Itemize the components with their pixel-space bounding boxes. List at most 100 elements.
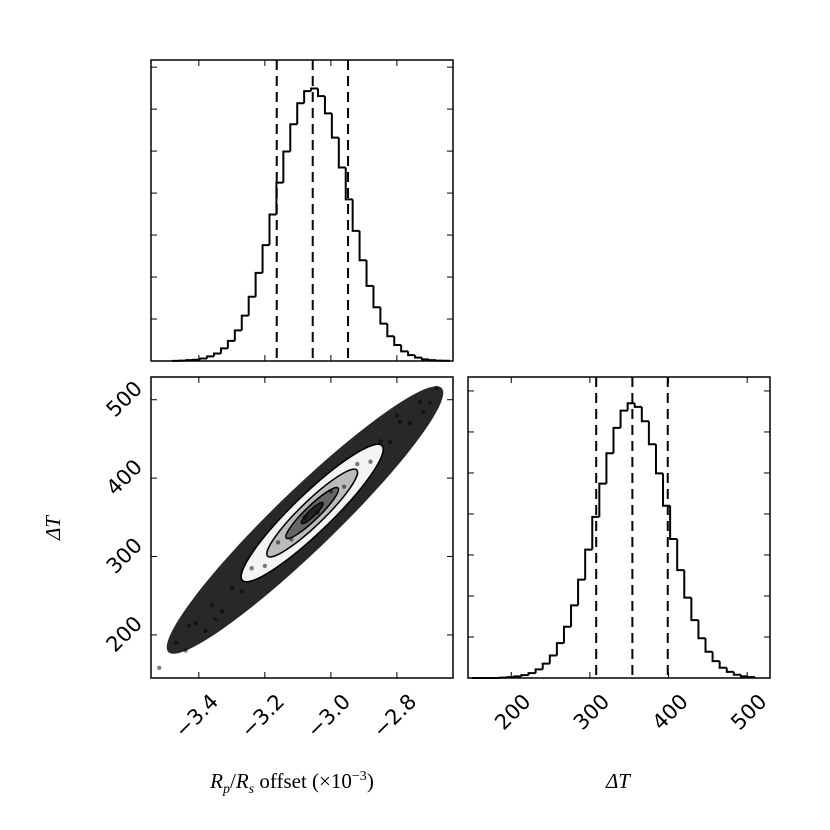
- histogram-step: [704, 638, 713, 653]
- histogram-step: [240, 314, 249, 331]
- y-tick-label: 200: [102, 612, 147, 657]
- histogram-step: [199, 357, 208, 360]
- y-tick-label: 500: [102, 376, 147, 421]
- scatter-point: [388, 439, 393, 445]
- scatter-point: [341, 484, 347, 489]
- scatter-point: [378, 439, 383, 444]
- scatter-point: [209, 602, 215, 608]
- x-tick-label: −3.0: [302, 689, 355, 742]
- y-axis-label: ΔT: [41, 515, 65, 541]
- histogram-step: [605, 452, 614, 484]
- histogram-step: [669, 505, 678, 540]
- histogram-step: [247, 295, 256, 316]
- scatter-point: [275, 540, 281, 545]
- x-tick-label: −2.8: [368, 689, 421, 742]
- histogram-step: [662, 473, 671, 507]
- label-part: R: [235, 769, 249, 793]
- label-part: ): [367, 769, 374, 793]
- histogram-step: [654, 444, 664, 475]
- histogram-step: [513, 675, 522, 678]
- histogram-step: [584, 548, 593, 580]
- label-part: offset (×10: [254, 769, 352, 793]
- scatter-point: [394, 413, 400, 418]
- histogram-step: [718, 661, 727, 669]
- histogram-step: [619, 409, 628, 428]
- x-tick-label: −3.2: [236, 689, 289, 742]
- density-band: [166, 386, 444, 654]
- contour: [300, 501, 324, 525]
- histogram-step: [746, 676, 756, 679]
- histogram-step: [725, 667, 734, 673]
- scatter-point: [213, 617, 218, 622]
- histogram-step: [351, 199, 360, 232]
- scatter-point: [427, 400, 433, 406]
- histogram-step: [213, 352, 221, 357]
- x-axis-label: Rp/Rs offset (×10−3): [209, 769, 374, 797]
- histogram-step: [337, 137, 346, 169]
- histogram-step: [254, 271, 263, 297]
- plot-frame: [467, 376, 771, 679]
- scatter-point: [417, 399, 423, 405]
- histogram-step: [711, 651, 720, 663]
- scatter-point: [157, 665, 162, 671]
- x-tick-label: 200: [490, 689, 535, 734]
- histogram-step: [365, 260, 374, 287]
- scatter-point: [229, 585, 235, 591]
- histogram-step: [226, 339, 235, 349]
- scatter-point: [183, 648, 188, 653]
- x-tick-label: 300: [569, 689, 614, 734]
- histogram-step: [317, 88, 325, 98]
- histogram-step: [268, 213, 277, 246]
- histogram-step: [555, 642, 564, 656]
- plot-frame: [150, 59, 454, 362]
- histogram-step: [282, 150, 291, 183]
- scatter-point: [193, 620, 198, 626]
- plot-frame: [150, 376, 454, 679]
- histogram-step: [330, 113, 339, 139]
- histogram-step: [598, 482, 607, 517]
- histogram-step: [640, 406, 649, 423]
- scatter-point: [328, 489, 334, 494]
- histogram-step: [393, 336, 402, 347]
- scatter-point: [219, 609, 225, 614]
- histogram-step: [647, 421, 656, 446]
- histogram-step: [372, 285, 381, 309]
- histogram-step: [379, 307, 388, 325]
- scatter-point: [315, 510, 320, 515]
- histogram-step: [219, 347, 228, 354]
- scatter-point: [434, 385, 439, 391]
- scatter-point: [239, 589, 244, 594]
- scatter-point: [249, 566, 254, 571]
- histogram-step: [570, 604, 579, 627]
- histogram-step: [612, 426, 621, 454]
- histogram-step: [407, 351, 416, 357]
- histogram-step: [732, 671, 741, 676]
- histogram-step: [400, 345, 409, 353]
- histogram-step: [303, 90, 312, 104]
- label-part: −3: [352, 769, 367, 784]
- x-tick-label: 500: [726, 689, 771, 734]
- x-axis-label: ΔT: [605, 769, 631, 793]
- label-part: R: [209, 769, 223, 793]
- histogram-step: [562, 625, 572, 644]
- histogram-step: [420, 357, 429, 361]
- scatter-point: [421, 410, 426, 415]
- label-part: s: [249, 782, 255, 797]
- histogram-step: [683, 570, 692, 599]
- scatter-point: [407, 421, 413, 426]
- histogram-step: [739, 674, 748, 678]
- histogram-step: [323, 96, 332, 115]
- label-part: p: [222, 782, 230, 797]
- histogram-step: [206, 355, 215, 359]
- scatter-point: [368, 459, 373, 464]
- histogram-step: [520, 674, 529, 677]
- histogram-step: [548, 654, 557, 664]
- histogram-step: [275, 181, 284, 215]
- y-tick-label: 300: [102, 533, 147, 578]
- histogram-step: [633, 403, 642, 408]
- histogram-step: [591, 515, 600, 550]
- histogram-step: [676, 538, 685, 572]
- histogram-step: [289, 123, 298, 152]
